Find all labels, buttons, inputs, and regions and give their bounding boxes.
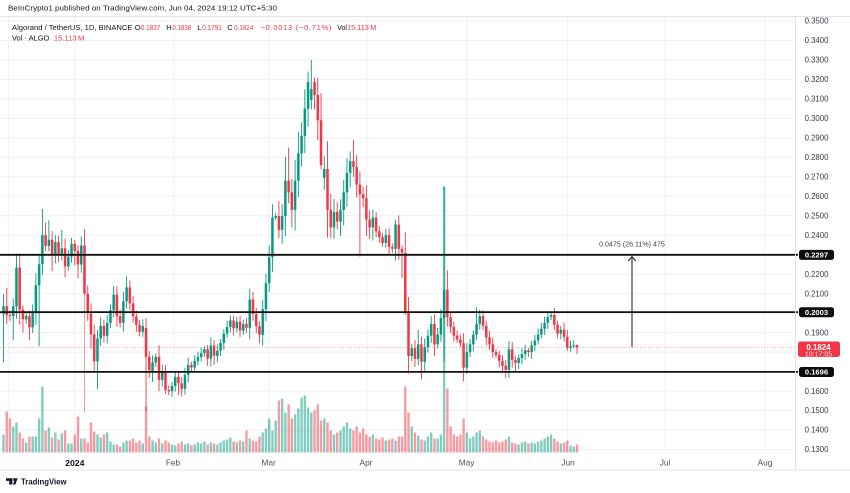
- svg-text:15.113 M: 15.113 M: [347, 23, 376, 32]
- svg-text:0.3400: 0.3400: [805, 36, 830, 45]
- svg-text:Jul: Jul: [660, 458, 671, 468]
- svg-text:−0.0013 (−0.71%): −0.0013 (−0.71%): [261, 23, 332, 32]
- svg-text:0.1900: 0.1900: [805, 328, 830, 337]
- svg-text:H: H: [166, 23, 171, 32]
- svg-text:0.2700: 0.2700: [805, 173, 830, 182]
- svg-text:Feb: Feb: [166, 458, 181, 468]
- svg-text:0.3300: 0.3300: [805, 56, 830, 65]
- svg-text:BeInCrypto1 published on Tradi: BeInCrypto1 published on TradingView.com…: [8, 3, 277, 12]
- svg-text:0.2600: 0.2600: [805, 192, 830, 201]
- svg-text:0.2003: 0.2003: [805, 308, 828, 317]
- svg-text:2024: 2024: [65, 458, 84, 468]
- svg-text:O: O: [135, 23, 141, 32]
- svg-text:0.1696: 0.1696: [805, 368, 828, 377]
- svg-text:0.1300: 0.1300: [805, 445, 830, 454]
- svg-text:0.1600: 0.1600: [805, 387, 830, 396]
- svg-text:0.2297: 0.2297: [805, 251, 828, 260]
- svg-text:0.1824: 0.1824: [806, 343, 831, 352]
- svg-text:0.2100: 0.2100: [805, 289, 830, 298]
- svg-text:TradingView: TradingView: [21, 477, 67, 487]
- svg-text:0.2400: 0.2400: [805, 231, 830, 240]
- svg-text:0.2900: 0.2900: [805, 134, 830, 143]
- svg-text:0.3200: 0.3200: [805, 75, 830, 84]
- svg-text:May: May: [459, 458, 476, 468]
- svg-text:0.2200: 0.2200: [805, 270, 830, 279]
- svg-text:0.3100: 0.3100: [805, 95, 830, 104]
- svg-text:0.1838: 0.1838: [172, 23, 191, 32]
- svg-text:0.1500: 0.1500: [805, 406, 830, 415]
- svg-text:10:17:05: 10:17:05: [805, 351, 832, 358]
- svg-text:Jun: Jun: [561, 458, 575, 468]
- svg-text:Aug: Aug: [758, 458, 773, 468]
- svg-text:Mar: Mar: [262, 458, 277, 468]
- svg-text:0.1824: 0.1824: [234, 23, 253, 32]
- svg-text:0.3000: 0.3000: [805, 114, 830, 123]
- svg-text:0.2500: 0.2500: [805, 212, 830, 221]
- svg-text:L: L: [197, 23, 201, 32]
- svg-text:Vol · ALGO: Vol · ALGO: [12, 33, 49, 42]
- svg-text:0.0475 (26.11%) 475: 0.0475 (26.11%) 475: [599, 240, 665, 249]
- svg-text:15.113 M: 15.113 M: [54, 33, 84, 42]
- svg-text:Algorand / TetherUS, 1D, BINAN: Algorand / TetherUS, 1D, BINANCE: [12, 23, 133, 32]
- svg-text:0.2800: 0.2800: [805, 153, 830, 162]
- svg-text:0.1400: 0.1400: [805, 426, 830, 435]
- svg-text:0.1791: 0.1791: [202, 23, 222, 32]
- svg-text:Apr: Apr: [360, 458, 373, 468]
- svg-text:C: C: [227, 23, 233, 32]
- svg-text:0.3500: 0.3500: [805, 17, 830, 26]
- svg-text:Vol: Vol: [337, 23, 347, 32]
- svg-text:0.1837: 0.1837: [141, 23, 160, 32]
